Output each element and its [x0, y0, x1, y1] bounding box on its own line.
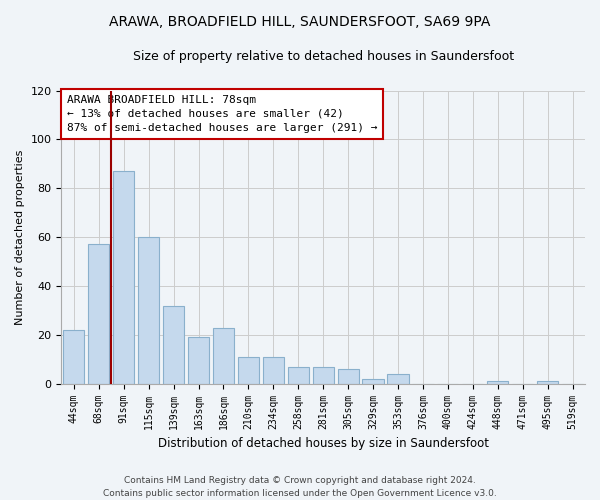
Bar	[388, 374, 409, 384]
Text: Contains HM Land Registry data © Crown copyright and database right 2024.
Contai: Contains HM Land Registry data © Crown c…	[103, 476, 497, 498]
Bar	[287, 366, 309, 384]
Bar	[63, 330, 85, 384]
Text: ARAWA BROADFIELD HILL: 78sqm
← 13% of detached houses are smaller (42)
87% of se: ARAWA BROADFIELD HILL: 78sqm ← 13% of de…	[67, 95, 377, 133]
Y-axis label: Number of detached properties: Number of detached properties	[15, 150, 25, 325]
Bar	[537, 382, 558, 384]
Bar	[338, 369, 359, 384]
Bar	[313, 366, 334, 384]
Bar	[238, 357, 259, 384]
Bar	[163, 306, 184, 384]
Title: Size of property relative to detached houses in Saundersfoot: Size of property relative to detached ho…	[133, 50, 514, 63]
Bar	[263, 357, 284, 384]
Bar	[213, 328, 234, 384]
Bar	[113, 171, 134, 384]
Bar	[138, 237, 159, 384]
Bar	[88, 244, 109, 384]
Bar	[487, 382, 508, 384]
Bar	[188, 338, 209, 384]
X-axis label: Distribution of detached houses by size in Saundersfoot: Distribution of detached houses by size …	[158, 437, 489, 450]
Bar	[362, 379, 383, 384]
Text: ARAWA, BROADFIELD HILL, SAUNDERSFOOT, SA69 9PA: ARAWA, BROADFIELD HILL, SAUNDERSFOOT, SA…	[109, 15, 491, 29]
